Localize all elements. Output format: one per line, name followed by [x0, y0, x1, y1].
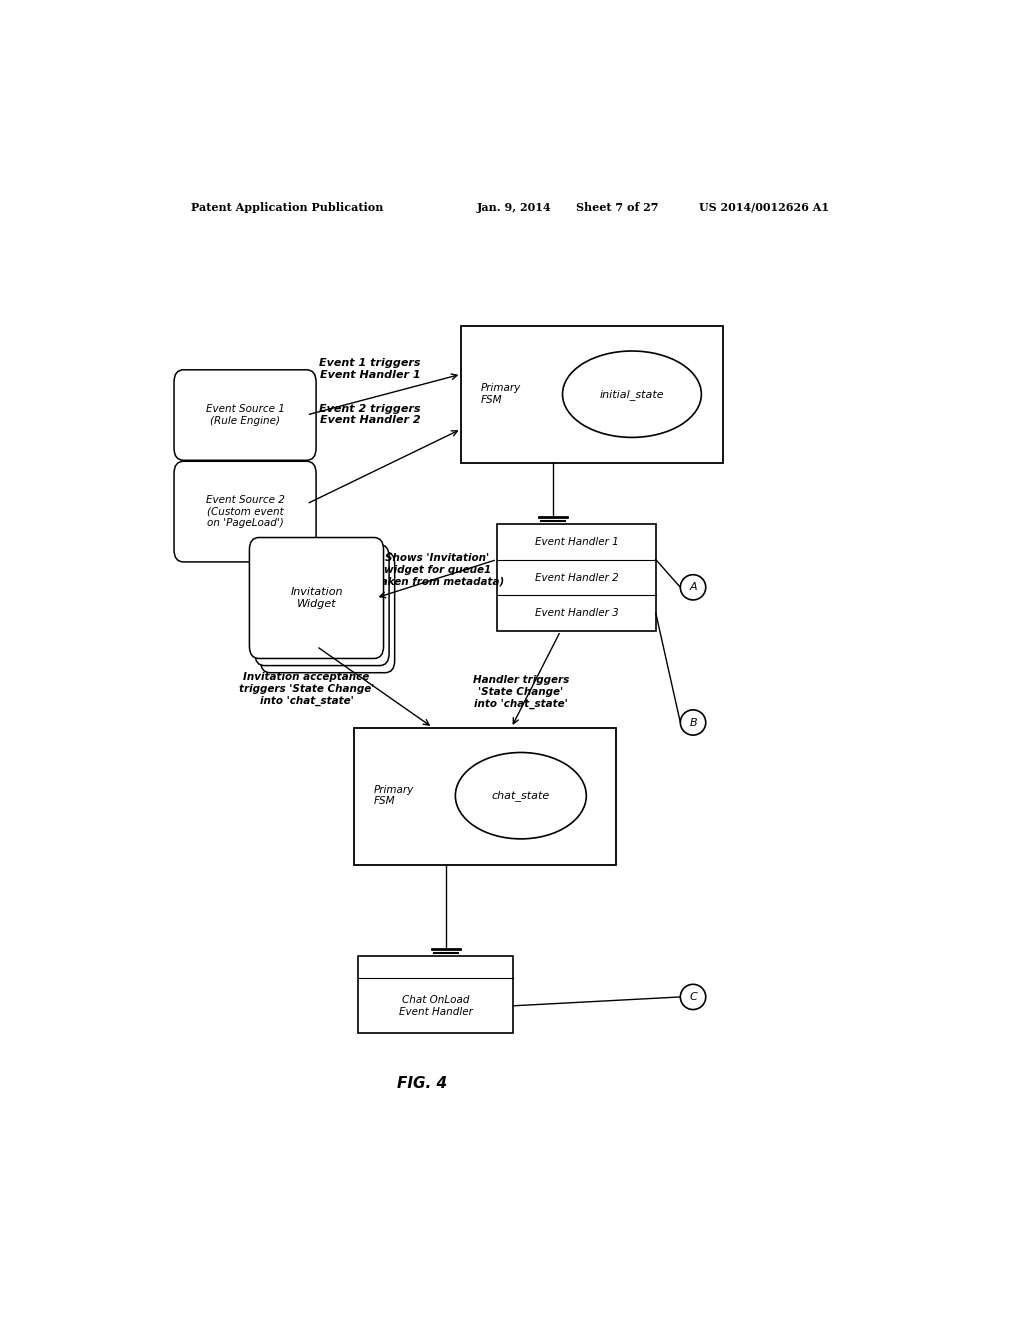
Text: Event Source 2
(Custom event
on 'PageLoad'): Event Source 2 (Custom event on 'PageLoa… — [206, 495, 285, 528]
Text: initial_state: initial_state — [600, 389, 665, 400]
Text: Event Handler 2: Event Handler 2 — [535, 573, 618, 582]
Bar — [354, 727, 616, 865]
Text: C: C — [689, 991, 697, 1002]
FancyBboxPatch shape — [174, 461, 316, 562]
Text: Sheet 7 of 27: Sheet 7 of 27 — [577, 202, 658, 213]
Text: B: B — [689, 718, 697, 727]
Text: FIG. 4: FIG. 4 — [396, 1076, 446, 1090]
Text: Primary
FSM: Primary FSM — [374, 785, 415, 807]
Text: US 2014/0012626 A1: US 2014/0012626 A1 — [699, 202, 829, 213]
FancyBboxPatch shape — [174, 370, 316, 461]
Text: Shows 'Invitation'
widget for queue1
(taken from metadata): Shows 'Invitation' widget for queue1 (ta… — [371, 553, 504, 586]
Text: chat_state: chat_state — [492, 791, 550, 801]
FancyBboxPatch shape — [260, 552, 394, 673]
Text: Event Handler 1: Event Handler 1 — [535, 537, 618, 546]
Text: Patent Application Publication: Patent Application Publication — [191, 202, 384, 213]
Text: Event Source 1
(Rule Engine): Event Source 1 (Rule Engine) — [206, 404, 285, 426]
Text: A: A — [689, 582, 697, 593]
Text: Event 1 triggers
Event Handler 1: Event 1 triggers Event Handler 1 — [319, 358, 421, 380]
Text: Handler triggers
'State Change'
into 'chat_state': Handler triggers 'State Change' into 'ch… — [473, 676, 569, 709]
FancyBboxPatch shape — [250, 537, 384, 659]
Text: Event Handler 3: Event Handler 3 — [535, 609, 618, 618]
Bar — [497, 524, 655, 631]
FancyBboxPatch shape — [255, 545, 389, 665]
Text: Primary
FSM: Primary FSM — [481, 383, 521, 405]
Text: Invitation
Widget: Invitation Widget — [290, 587, 343, 609]
Bar — [461, 326, 723, 463]
Text: Invitation acceptance
triggers 'State Change'
into 'chat_state': Invitation acceptance triggers 'State Ch… — [239, 672, 374, 706]
Text: Jan. 9, 2014: Jan. 9, 2014 — [477, 202, 552, 213]
Text: Chat OnLoad
Event Handler: Chat OnLoad Event Handler — [398, 995, 472, 1016]
Text: Event 2 triggers
Event Handler 2: Event 2 triggers Event Handler 2 — [319, 404, 421, 425]
Bar — [358, 956, 513, 1032]
